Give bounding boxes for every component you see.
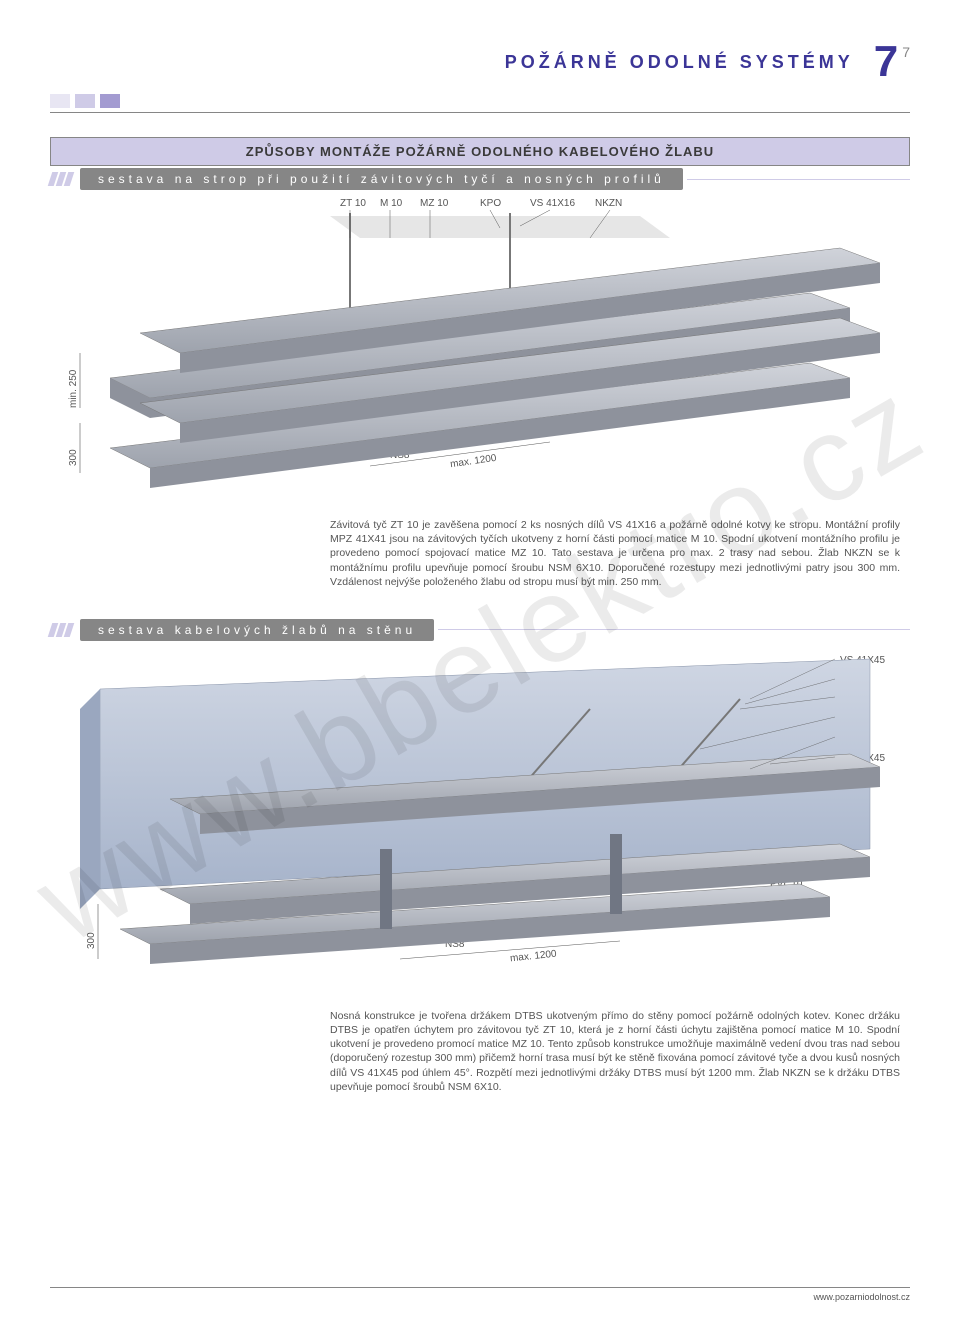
footer: www.pozarniodolnost.cz [50,1287,910,1302]
header-row: POŽÁRNĚ ODOLNÉ SYSTÉMY 7 7 [50,40,910,84]
header-deco [50,94,910,108]
section2-subtitle: sestava kabelových žlabů na stěnu [80,619,434,641]
sub-tick-deco-2 [50,623,72,637]
section1-title: ZPŮSOBY MONTÁŽE POŽÁRNĚ ODOLNÉHO KABELOV… [50,137,910,166]
sub-tail-2 [438,629,910,630]
diagram-wall: VS 41X45 MZ 10 M 10 ZT 10 NKZN VS 41X45 … [50,649,910,999]
section1-subtitle-bar: sestava na strop při použití závitových … [50,168,910,190]
page-num-big: 7 [874,40,898,84]
section2-body: Nosná konstrukce je tvořena držákem DTBS… [330,1009,900,1094]
header-rule [50,112,910,113]
sub-tail [687,179,910,180]
page: www.bbelektro.cz POŽÁRNĚ ODOLNÉ SYSTÉMY … [0,0,960,1322]
section2-subtitle-bar: sestava kabelových žlabů na stěnu [50,619,910,641]
footer-rule [50,1287,910,1288]
ceiling-svg [50,198,910,508]
deco-sq-3 [100,94,120,108]
diagram-ceiling: ZT 10 M 10 MZ 10 KPO VS 41X16 NKZN M 10 … [50,198,910,508]
section1-subtitle: sestava na strop při použití závitových … [80,168,683,190]
page-number: 7 7 [874,40,910,84]
page-num-small: 7 [902,40,910,60]
footer-url: www.pozarniodolnost.cz [50,1292,910,1302]
section1-body: Závitová tyč ZT 10 je zavěšena pomocí 2 … [330,518,900,589]
deco-sq-2 [75,94,95,108]
sub-tick-deco [50,172,72,186]
deco-sq-1 [50,94,70,108]
wall-svg [50,649,910,999]
doc-title: POŽÁRNĚ ODOLNÉ SYSTÉMY [505,52,854,73]
